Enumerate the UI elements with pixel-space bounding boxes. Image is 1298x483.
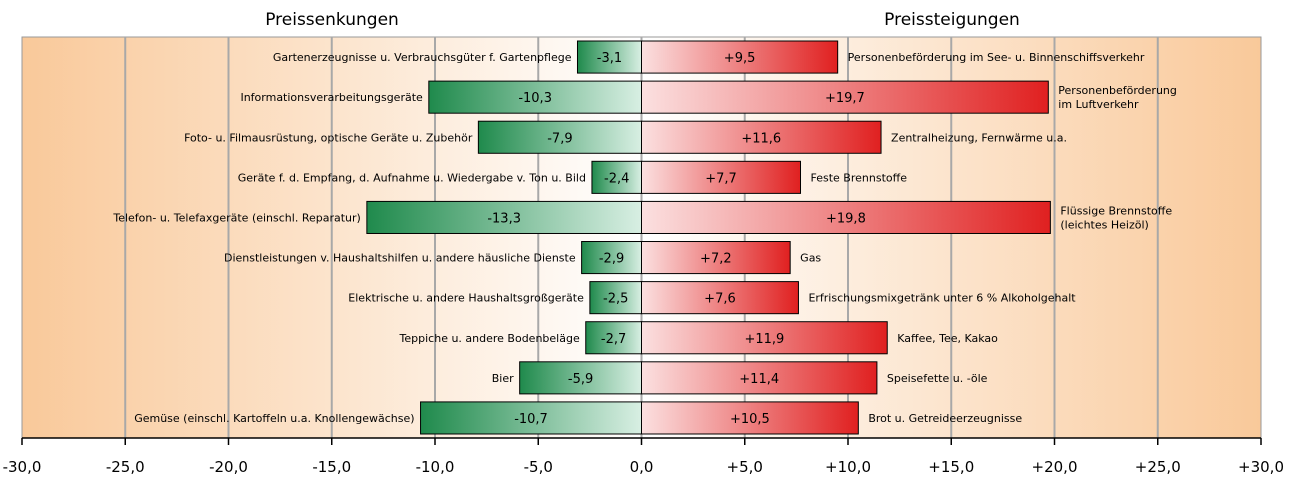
category-label-negative: Teppiche u. andere Bodenbeläge [399,332,580,345]
category-label-positive: Zentralheizung, Fernwärme u.a. [891,131,1067,144]
category-label-positive: Gas [800,252,821,265]
x-tick-label: 0,0 [630,458,654,476]
category-label-positive: Flüssige Brennstoffe (leichtes Heizöl) [1060,204,1172,231]
bar-negative [589,281,642,315]
bar-positive [641,40,839,74]
x-tick-label: +15,0 [928,458,974,476]
bar-negative [420,401,643,435]
x-tick-label: -20,0 [209,458,248,476]
bar-value-label-negative: -3,1 [597,51,622,66]
x-axis: -30,0 -25,0 -20,0 -15,0 -10,0 -5,0 0,0 +5,0 +10,… [3,437,1284,476]
bar-value-label-negative: -5,9 [568,372,593,387]
x-tick-label: +30,0 [1238,458,1284,476]
category-label-negative: Telefon- u. Telefaxgeräte (einschl. Repa… [112,211,361,224]
bar-negative [477,120,642,154]
category-label-positive: Brot u. Getreideerzeugnisse [868,412,1022,425]
bar-value-label-negative: -10,3 [518,91,552,106]
x-tick-label: -25,0 [106,458,145,476]
category-label-negative: Bier [492,372,514,385]
heading-right: Preissteigungen [884,10,1020,30]
bar-value-label-positive: +10,5 [730,412,770,427]
x-tick-label: -15,0 [312,458,351,476]
bar-value-label-negative: -10,7 [514,412,548,427]
category-label-negative: Informationsverarbeitungsgeräte [240,91,423,104]
bar-value-label-positive: +19,7 [825,91,865,106]
bar-negative [366,200,642,234]
category-label-positive: Erfrischungsmixgetränk unter 6 % Alkohol… [808,292,1076,305]
bar-value-label-negative: -2,9 [599,252,624,267]
bar-negative [576,40,642,74]
bar-value-label-negative: -2,7 [601,332,626,347]
category-label-negative: Geräte f. d. Empfang, d. Aufnahme u. Wie… [238,171,586,184]
category-label-positive: Personenbeförderung im Luftverkehr [1058,84,1177,111]
bars [366,40,1051,435]
x-tick-label: +20,0 [1032,458,1078,476]
bar-positive [641,80,1049,114]
bar-positive [641,120,882,154]
bar-value-label-positive: +7,7 [705,171,737,186]
bar-negative [519,361,642,395]
bar-value-label-negative: -7,9 [547,131,572,146]
bar-value-label-negative: -13,3 [487,211,521,226]
category-label-positive: Speisefette u. -öle [887,372,988,385]
x-tick-label: +25,0 [1135,458,1181,476]
bar-negative [428,80,642,114]
category-label-negative: Dienstleistungen v. Haushaltshilfen u. a… [224,252,576,265]
x-tick-label: -30,0 [3,458,42,476]
x-tick-label: +5,0 [727,458,763,476]
category-label-positive: Personenbeförderung im See- u. Binnensch… [848,51,1145,64]
bar-positive [641,281,799,315]
category-label-negative: Gartenerzeugnisse u. Verbrauchsgüter f. … [273,51,572,64]
bar-value-label-positive: +9,5 [724,51,756,66]
category-label-negative: Gemüse (einschl. Kartoffeln u.a. Knollen… [134,412,414,425]
bar-positive [641,200,1051,234]
bar-value-label-positive: +11,4 [739,372,779,387]
bar-positive [641,401,859,435]
bar-labels: -3,1 +9,5 Gartenerzeugnisse u. Verbrauchsg… [112,51,1177,427]
x-tick-label: -5,0 [524,458,553,476]
bar-value-label-positive: +7,6 [704,292,736,307]
bar-value-label-negative: -2,4 [604,171,629,186]
category-label-positive: Feste Brennstoffe [811,171,908,184]
bar-negative [581,241,642,275]
bar-value-label-positive: +7,2 [700,252,732,267]
x-tick-label: +10,0 [825,458,871,476]
bar-positive [641,361,878,395]
heading-left: Preissenkungen [265,10,399,30]
category-label-negative: Foto- u. Filmausrüstung, optische Geräte… [184,131,473,144]
x-tick-label: -10,0 [416,458,455,476]
bar-positive [641,160,802,194]
category-label-negative: Elektrische u. andere Haushaltsgroßgerät… [348,292,584,305]
bar-value-label-negative: -2,5 [603,292,628,307]
bar-positive [641,321,888,355]
category-label-positive: Kaffee, Tee, Kakao [897,332,998,345]
bar-positive [641,241,791,275]
bar-value-label-positive: +11,9 [744,332,784,347]
bar-value-label-positive: +19,8 [826,211,866,226]
bar-negative [585,321,642,355]
bar-value-label-positive: +11,6 [741,131,781,146]
